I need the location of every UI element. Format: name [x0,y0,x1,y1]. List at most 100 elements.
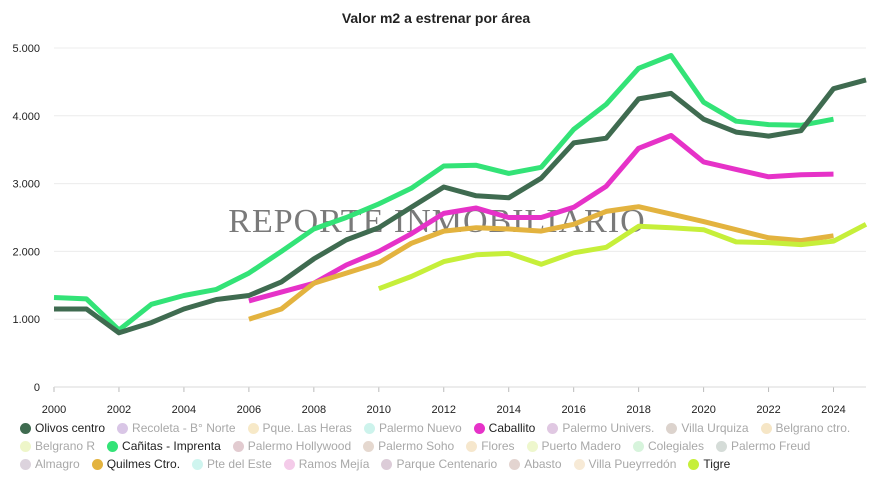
legend-label: Belgrano R [35,439,96,453]
legend-label: Parque Centenario [396,457,498,471]
legend-item-ramos-mejia[interactable]: Ramos Mejía [283,455,370,473]
legend-dot-icon [91,458,103,470]
y-tick-label: 5.000 [12,43,40,55]
legend-dot-icon [715,440,727,452]
legend-item-belgrano-r[interactable]: Belgrano R [20,437,95,455]
legend-label: Pte del Este [207,457,272,471]
legend-dot-icon [20,440,31,452]
legend-label: Villa Urquiza [681,421,749,435]
legend-dot-icon [466,440,478,452]
x-tick-label: 2024 [821,404,845,416]
legend-item-quilmes-ctro[interactable]: Quilmes Ctro. [91,455,181,473]
legend-label: Belgrano ctro. [775,421,851,435]
legend-dot-icon [363,422,375,434]
x-tick-label: 2020 [691,404,715,416]
legend-item-pque-las-heras[interactable]: Pque. Las Heras [247,419,352,437]
y-tick-label: 3.000 [12,179,40,191]
legend-item-palermo-freud[interactable]: Palermo Freud [715,437,811,455]
legend-item-palermo-univers[interactable]: Palermo Univers. [547,419,654,437]
series-line-caballito[interactable] [248,133,834,304]
legend-item-colegiales[interactable]: Colegiales [632,437,704,455]
legend-label: Tigre [703,457,731,471]
legend-dot-icon [283,458,295,470]
legend-item-puerto-madero[interactable]: Puerto Madero [526,437,621,455]
legend-label: Palermo Hollywood [247,439,352,453]
x-axis-ticks: 2000 2002 2004 2006 2008 2010 2012 2014 2016 2018… [42,387,846,416]
legend-dot-icon [526,440,538,452]
legend-item-palermo-hollywood[interactable]: Palermo Hollywood [232,437,352,455]
legend-label: Almagro [35,457,80,471]
legend-dot-icon [688,458,700,470]
legend-dot-icon [20,422,31,434]
x-tick-label: 2004 [172,404,196,416]
legend-item-pte-del-este[interactable]: Pte del Este [192,455,272,473]
legend-label: Caballito [488,421,536,435]
legend-label: Olivos centro [35,421,106,435]
legend-label: Puerto Madero [541,439,621,453]
legend-item-villa-urquiza[interactable]: Villa Urquiza [666,419,749,437]
series-line-canitas-imprenta[interactable] [53,53,834,333]
legend-dot-icon [20,458,31,470]
x-tick-label: 2022 [756,404,780,416]
y-tick-label: 2.000 [12,246,40,258]
legend-item-recoleta-b-norte[interactable]: Recoleta - B° Norte [117,419,236,437]
legend-label: Recoleta - B° Norte [132,421,236,435]
legend-item-olivos-centro[interactable]: Olivos centro [20,419,105,437]
legend-dot-icon [363,440,375,452]
legend-item-caballito[interactable]: Caballito [473,419,536,437]
legend-label: Villa Pueyrredón [588,457,677,471]
x-tick-label: 2006 [237,404,261,416]
y-axis-ticks: 0 1.000 2.000 3.000 4.000 5.000 [12,43,40,394]
legend-item-almagro[interactable]: Almagro [20,455,80,473]
legend-item-parque-centenario[interactable]: Parque Centenario [381,455,497,473]
legend-item-abasto[interactable]: Abasto [509,455,562,473]
legend-dot-icon [117,422,129,434]
legend-label: Abasto [524,457,562,471]
legend-dot-icon [632,440,644,452]
legend-label: Cañitas - Imprenta [122,439,221,453]
legend-item-canitas-imprenta[interactable]: Cañitas - Imprenta [107,437,221,455]
legend-item-palermo-soho[interactable]: Palermo Soho [363,437,454,455]
y-tick-label: 4.000 [12,111,40,123]
legend-label: Quilmes Ctro. [106,457,181,471]
legend-label: Palermo Freud [730,439,811,453]
x-tick-label: 2000 [42,404,66,416]
legend-label: Pque. Las Heras [262,421,352,435]
x-tick-label: 2008 [302,404,326,416]
x-tick-label: 2010 [367,404,391,416]
legend-dot-icon [247,422,259,434]
series-line-tigre[interactable] [377,222,868,292]
legend-dot-icon [107,440,119,452]
legend-label: Flores [481,439,515,453]
legend-label: Palermo Univers. [562,421,655,435]
legend-label: Ramos Mejía [298,457,370,471]
legend-item-villa-pueyrredon[interactable]: Villa Pueyrredón [573,455,677,473]
legend-dot-icon [509,458,521,470]
series-line-olivos-centro[interactable] [54,77,867,336]
legend-item-tigre[interactable]: Tigre [688,455,730,473]
legend-dot-icon [573,458,585,470]
legend-dot-icon [760,422,772,434]
y-tick-label: 1.000 [12,314,40,326]
legend-dot-icon [381,458,393,470]
y-tick-label: 0 [34,382,40,394]
series-line-quilmes-ctro[interactable] [248,204,834,322]
grid-lines [54,47,866,320]
legend-item-flores[interactable]: Flores [466,437,515,455]
legend-dot-icon [666,422,678,434]
legend-dot-icon [473,422,485,434]
series-lines [53,53,868,336]
legend: Olivos centro Recoleta - B° Norte Pque. La… [20,419,868,473]
legend-item-belgrano-ctro[interactable]: Belgrano ctro. [760,419,851,437]
x-tick-label: 2018 [626,404,650,416]
x-tick-label: 2002 [107,404,131,416]
x-tick-label: 2014 [496,404,520,416]
legend-label: Palermo Nuevo [378,421,462,435]
legend-label: Colegiales [647,439,704,453]
x-tick-label: 2016 [561,404,585,416]
legend-dot-icon [232,440,244,452]
legend-dot-icon [547,422,559,434]
legend-item-palermo-nuevo[interactable]: Palermo Nuevo [363,419,462,437]
legend-label: Palermo Soho [378,439,455,453]
